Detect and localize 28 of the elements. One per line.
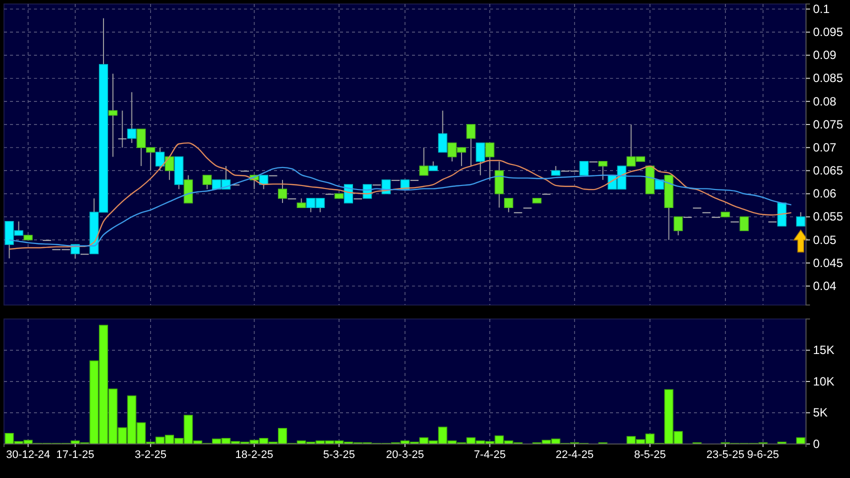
x-tick-label: 17-1-25 [56, 448, 94, 461]
y-tick-label: 5K [813, 406, 828, 420]
y-tick-label: 10K [813, 374, 834, 388]
x-tick-label: 20-3-25 [386, 448, 424, 461]
y-tick-label: 0.09 [813, 48, 837, 62]
y-tick-label: 0.075 [813, 117, 844, 132]
x-tick-label: 18-2-25 [235, 448, 274, 461]
x-tick-label: 22-4-25 [556, 448, 594, 461]
y-tick-label: 0.055 [813, 210, 844, 224]
y-tick-label: 0.05 [813, 232, 837, 247]
x-tick-label: 23-5-25 [706, 448, 744, 461]
y-tick-label: 0.045 [813, 256, 844, 270]
y-tick-label: 0.04 [813, 278, 837, 293]
x-tick-label: 9-6-25 [747, 448, 779, 461]
y-tick-label: 0.07 [813, 140, 837, 154]
x-tick-label: 5-3-25 [323, 448, 355, 461]
x-tick-label: 7-4-25 [474, 448, 506, 461]
y-tick-label: 0.095 [813, 25, 844, 39]
y-tick-label: 0.1 [813, 2, 830, 16]
y-tick-label: 0.065 [813, 164, 844, 178]
y-tick-label: 0.085 [813, 71, 844, 86]
y-tick-label: 0 [813, 436, 820, 451]
y-tick-label: 15K [813, 343, 834, 358]
x-tick-label: 30-12-24 [6, 448, 50, 461]
x-tick-label: 3-2-25 [134, 448, 167, 461]
y-tick-label: 0.06 [813, 186, 837, 201]
y-tick-label: 0.08 [813, 94, 837, 108]
x-tick-label: 8-5-25 [634, 448, 666, 461]
